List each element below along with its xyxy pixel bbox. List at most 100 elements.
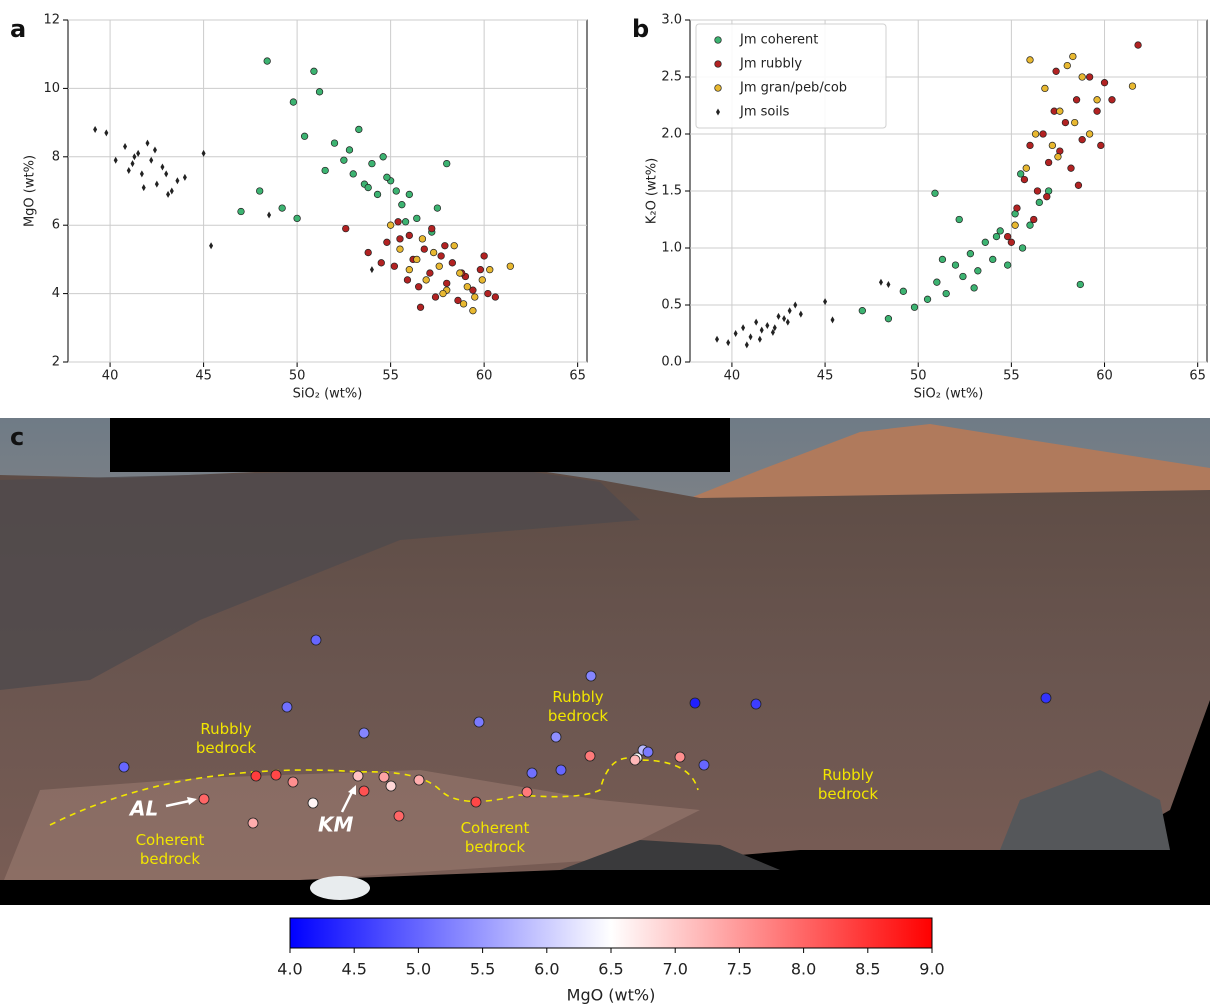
point: [130, 160, 135, 168]
y-axis-label: MgO (wt%): [23, 155, 38, 227]
point: [1011, 221, 1019, 229]
x-tick-label: 65: [1189, 369, 1206, 384]
point: [383, 173, 391, 181]
point: [415, 283, 423, 291]
point: [405, 190, 413, 199]
x-tick-label: 45: [195, 369, 212, 384]
point: [141, 184, 146, 192]
point: [293, 214, 301, 223]
point: [126, 166, 131, 174]
sample-point: [585, 670, 597, 682]
point: [1018, 244, 1027, 252]
point: [396, 245, 404, 253]
point: [1048, 141, 1057, 150]
point: [1076, 280, 1084, 289]
point: [469, 286, 477, 294]
point: [182, 173, 187, 181]
sample-point: [629, 754, 641, 766]
point: [154, 180, 159, 188]
point: [1007, 238, 1016, 246]
point: [237, 207, 245, 216]
point: [910, 303, 919, 311]
sample-point: [642, 746, 654, 758]
point: [1013, 204, 1021, 212]
point: [1035, 198, 1043, 207]
sample-point: [1040, 692, 1052, 704]
panel-label: a: [10, 15, 26, 43]
point: [1026, 56, 1034, 64]
y-tick-label: 3.0: [661, 13, 682, 28]
y-tick-label: 0.0: [661, 355, 682, 370]
point: [1054, 153, 1062, 161]
sample-point: [358, 727, 370, 739]
point: [776, 312, 781, 320]
point: [454, 296, 462, 305]
point: [484, 289, 492, 298]
sample-point: [473, 716, 485, 728]
arrowhead: [187, 797, 197, 805]
point: [456, 269, 464, 277]
point: [278, 204, 286, 212]
point: [349, 170, 357, 178]
sample-point: [287, 776, 299, 788]
point: [396, 235, 404, 243]
point: [469, 307, 477, 315]
point: [437, 252, 445, 260]
sample-point: [310, 634, 322, 646]
dunes: [0, 470, 640, 690]
x-tick-label: 9.0: [919, 960, 944, 979]
sample-point: [584, 750, 596, 762]
colorbar-label: MgO (wt%): [567, 986, 656, 1005]
point: [899, 287, 907, 295]
region-label: Coherent bedrock: [461, 819, 530, 856]
y-tick-label: 1.5: [661, 184, 682, 199]
point: [1022, 164, 1030, 172]
point: [369, 266, 374, 274]
point: [448, 259, 456, 267]
point: [364, 248, 372, 257]
point: [123, 143, 128, 151]
panel-label: b: [632, 15, 649, 43]
y-tick-label: 2: [52, 355, 60, 370]
x-tick-label: 4.5: [341, 960, 366, 979]
sample-point: [378, 771, 390, 783]
point: [770, 328, 775, 336]
point: [955, 215, 963, 224]
point: [377, 259, 385, 267]
y-tick-label: 4: [52, 286, 60, 301]
point: [748, 333, 753, 341]
point: [413, 214, 421, 223]
point: [420, 245, 428, 253]
point: [132, 153, 137, 161]
point: [152, 146, 157, 154]
point: [754, 318, 759, 326]
point: [787, 307, 792, 315]
point: [1039, 130, 1047, 138]
point: [1026, 141, 1034, 150]
sample-point: [358, 785, 370, 797]
sample-point: [281, 701, 293, 713]
point: [373, 190, 382, 199]
rover-dome: [310, 876, 370, 900]
point: [93, 125, 98, 133]
sample-point: [750, 698, 762, 710]
sample-point: [413, 774, 425, 786]
point: [428, 224, 436, 233]
point: [149, 156, 154, 164]
point: [1063, 61, 1071, 70]
point: [139, 170, 144, 178]
point: [478, 276, 486, 284]
rover-deck: [1000, 770, 1170, 850]
point: [355, 125, 363, 134]
point: [1031, 130, 1040, 138]
point: [169, 187, 174, 195]
x-tick-label: 8.5: [855, 960, 880, 979]
y-axis-label: K₂O (wt%): [645, 158, 660, 224]
bedrock: [0, 770, 700, 890]
point: [136, 149, 141, 157]
point: [398, 201, 406, 209]
point: [443, 279, 451, 287]
point: [443, 159, 451, 168]
point: [506, 262, 514, 270]
point: [160, 163, 165, 171]
